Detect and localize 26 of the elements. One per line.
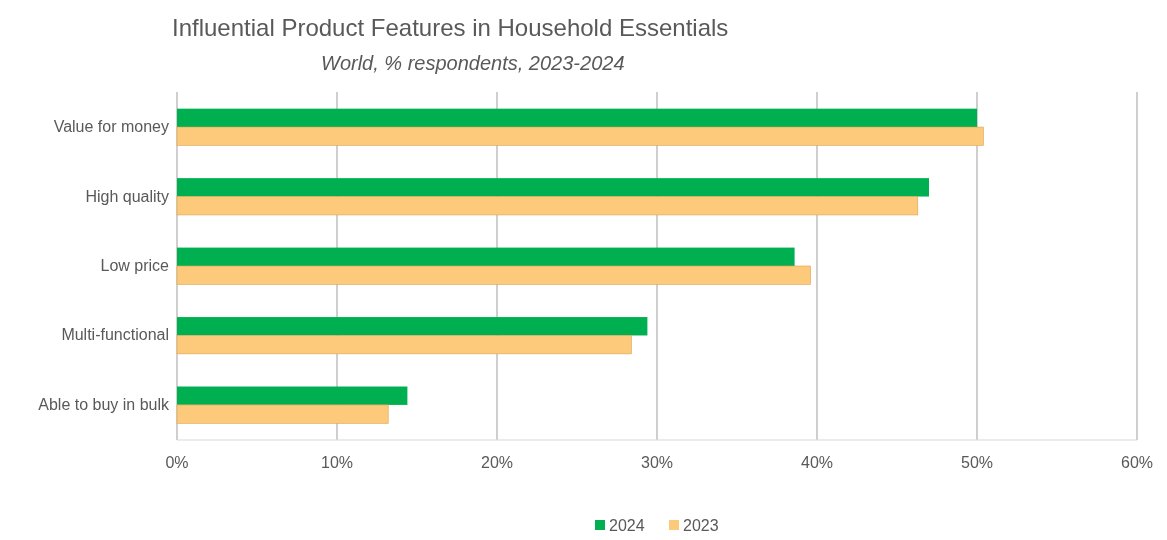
x-tick-label: 20%	[480, 454, 514, 471]
bar	[177, 247, 795, 266]
y-tick-label: Multi-functional	[61, 326, 169, 344]
x-tick-label: 40%	[800, 454, 834, 471]
y-tick-label: Low price	[100, 257, 170, 274]
legend-label: 2023	[683, 517, 719, 534]
bar	[177, 178, 929, 197]
x-tick-label: 50%	[960, 454, 994, 471]
bar	[177, 108, 977, 128]
x-tick-label: 60%	[1120, 454, 1154, 471]
bar	[176, 196, 919, 216]
x-tick-label: 10%	[320, 454, 354, 471]
bar	[176, 265, 811, 285]
legend-label: 2024	[609, 517, 645, 534]
bar	[176, 126, 984, 146]
chart-title: Influential Product Features in Household Essentials	[172, 14, 729, 41]
y-tick-label: Value for money	[53, 118, 169, 136]
bar	[176, 335, 632, 355]
y-tick-label: High quality	[85, 187, 169, 205]
x-tick-label: 0%	[165, 454, 189, 471]
chart-subtitle: World, % respondents, 2023-2024	[321, 52, 625, 74]
x-tick-label: 30%	[640, 454, 674, 471]
y-tick-label: Able to buy in bulk	[38, 395, 170, 413]
bar	[176, 404, 389, 424]
bar	[177, 317, 648, 336]
bar	[177, 386, 408, 405]
